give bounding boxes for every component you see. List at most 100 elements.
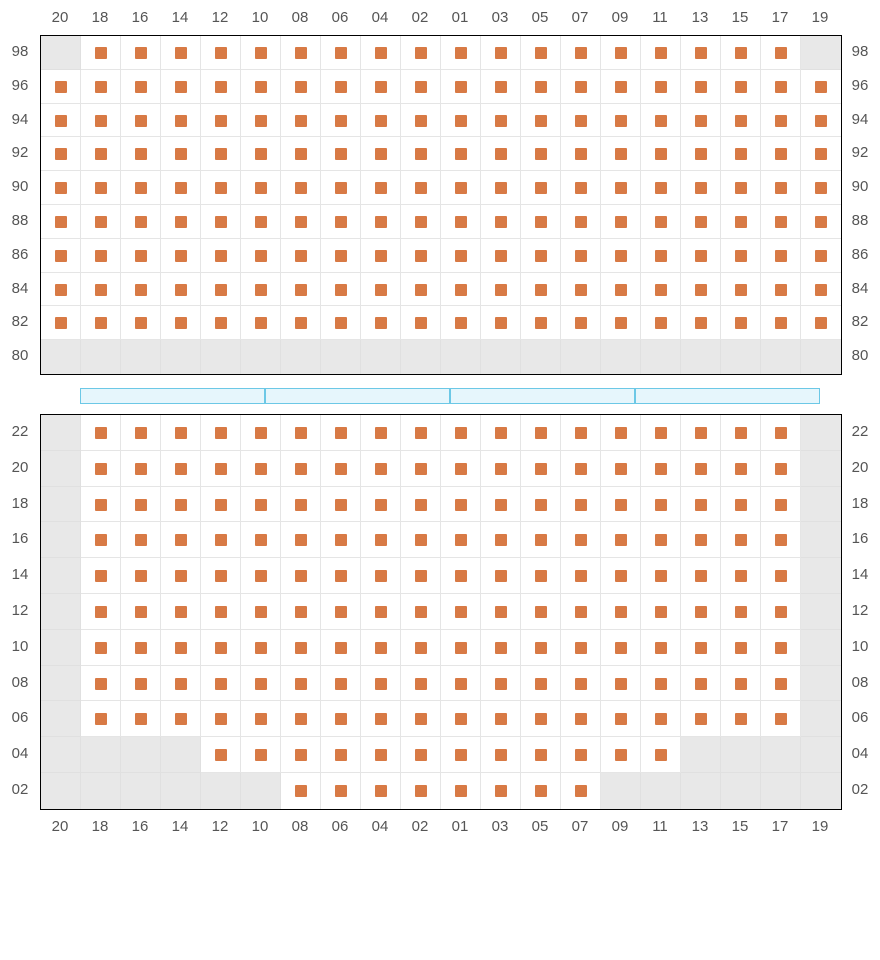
seat-marker[interactable]	[535, 216, 547, 228]
seat-marker[interactable]	[655, 182, 667, 194]
seat-marker[interactable]	[295, 713, 307, 725]
seat-marker[interactable]	[695, 148, 707, 160]
seat-marker[interactable]	[335, 463, 347, 475]
seat-marker[interactable]	[695, 47, 707, 59]
seat-marker[interactable]	[335, 81, 347, 93]
seat-marker[interactable]	[575, 47, 587, 59]
seat-marker[interactable]	[455, 642, 467, 654]
seat-marker[interactable]	[415, 148, 427, 160]
seat-marker[interactable]	[295, 499, 307, 511]
seat-marker[interactable]	[775, 499, 787, 511]
seat-marker[interactable]	[335, 749, 347, 761]
seat-marker[interactable]	[415, 678, 427, 690]
seat-marker[interactable]	[295, 570, 307, 582]
seat-marker[interactable]	[295, 463, 307, 475]
seat-marker[interactable]	[495, 463, 507, 475]
seat-marker[interactable]	[495, 284, 507, 296]
seat-marker[interactable]	[255, 427, 267, 439]
seat-marker[interactable]	[495, 115, 507, 127]
seat-marker[interactable]	[335, 570, 347, 582]
seat-marker[interactable]	[615, 678, 627, 690]
seat-marker[interactable]	[95, 284, 107, 296]
seat-marker[interactable]	[95, 463, 107, 475]
seat-marker[interactable]	[295, 182, 307, 194]
seat-marker[interactable]	[495, 713, 507, 725]
seat-marker[interactable]	[735, 606, 747, 618]
seat-marker[interactable]	[775, 534, 787, 546]
seat-marker[interactable]	[615, 749, 627, 761]
seat-marker[interactable]	[575, 81, 587, 93]
seat-marker[interactable]	[295, 606, 307, 618]
seat-marker[interactable]	[255, 570, 267, 582]
seat-marker[interactable]	[735, 284, 747, 296]
seat-marker[interactable]	[95, 182, 107, 194]
seat-marker[interactable]	[415, 250, 427, 262]
seat-marker[interactable]	[295, 427, 307, 439]
seat-marker[interactable]	[175, 499, 187, 511]
seat-marker[interactable]	[655, 463, 667, 475]
seat-marker[interactable]	[655, 284, 667, 296]
seat-marker[interactable]	[495, 785, 507, 797]
seat-marker[interactable]	[535, 284, 547, 296]
seat-marker[interactable]	[255, 678, 267, 690]
seat-marker[interactable]	[135, 427, 147, 439]
seat-marker[interactable]	[455, 534, 467, 546]
seat-marker[interactable]	[735, 216, 747, 228]
seat-marker[interactable]	[335, 284, 347, 296]
seat-marker[interactable]	[215, 81, 227, 93]
seat-marker[interactable]	[215, 713, 227, 725]
seat-marker[interactable]	[535, 606, 547, 618]
seat-marker[interactable]	[615, 317, 627, 329]
seat-marker[interactable]	[375, 115, 387, 127]
seat-marker[interactable]	[175, 570, 187, 582]
seat-marker[interactable]	[415, 81, 427, 93]
seat-marker[interactable]	[775, 606, 787, 618]
seat-marker[interactable]	[775, 148, 787, 160]
seat-marker[interactable]	[535, 642, 547, 654]
seat-marker[interactable]	[215, 678, 227, 690]
seat-marker[interactable]	[255, 317, 267, 329]
seat-marker[interactable]	[375, 713, 387, 725]
seat-marker[interactable]	[775, 182, 787, 194]
seat-marker[interactable]	[135, 284, 147, 296]
seat-marker[interactable]	[815, 148, 827, 160]
seat-marker[interactable]	[775, 317, 787, 329]
seat-marker[interactable]	[215, 317, 227, 329]
seat-marker[interactable]	[295, 216, 307, 228]
seat-marker[interactable]	[655, 47, 667, 59]
seat-marker[interactable]	[255, 463, 267, 475]
seat-marker[interactable]	[255, 216, 267, 228]
seat-marker[interactable]	[175, 182, 187, 194]
seat-marker[interactable]	[295, 785, 307, 797]
seat-marker[interactable]	[255, 148, 267, 160]
seat-marker[interactable]	[615, 47, 627, 59]
seat-marker[interactable]	[95, 713, 107, 725]
seat-marker[interactable]	[375, 749, 387, 761]
seat-marker[interactable]	[295, 534, 307, 546]
seat-marker[interactable]	[495, 499, 507, 511]
seat-marker[interactable]	[735, 678, 747, 690]
seat-marker[interactable]	[255, 81, 267, 93]
seat-marker[interactable]	[575, 284, 587, 296]
seat-marker[interactable]	[775, 642, 787, 654]
seat-marker[interactable]	[815, 115, 827, 127]
seat-marker[interactable]	[535, 47, 547, 59]
seat-marker[interactable]	[95, 606, 107, 618]
seat-marker[interactable]	[175, 534, 187, 546]
seat-marker[interactable]	[535, 785, 547, 797]
seat-marker[interactable]	[95, 534, 107, 546]
seat-marker[interactable]	[135, 499, 147, 511]
seat-marker[interactable]	[455, 463, 467, 475]
seat-marker[interactable]	[735, 182, 747, 194]
seat-marker[interactable]	[695, 216, 707, 228]
seat-marker[interactable]	[215, 47, 227, 59]
seat-marker[interactable]	[815, 250, 827, 262]
seat-marker[interactable]	[735, 642, 747, 654]
seat-marker[interactable]	[495, 182, 507, 194]
seat-marker[interactable]	[775, 678, 787, 690]
seat-marker[interactable]	[535, 250, 547, 262]
seat-marker[interactable]	[615, 182, 627, 194]
seat-marker[interactable]	[655, 749, 667, 761]
seat-marker[interactable]	[495, 642, 507, 654]
seat-marker[interactable]	[575, 317, 587, 329]
